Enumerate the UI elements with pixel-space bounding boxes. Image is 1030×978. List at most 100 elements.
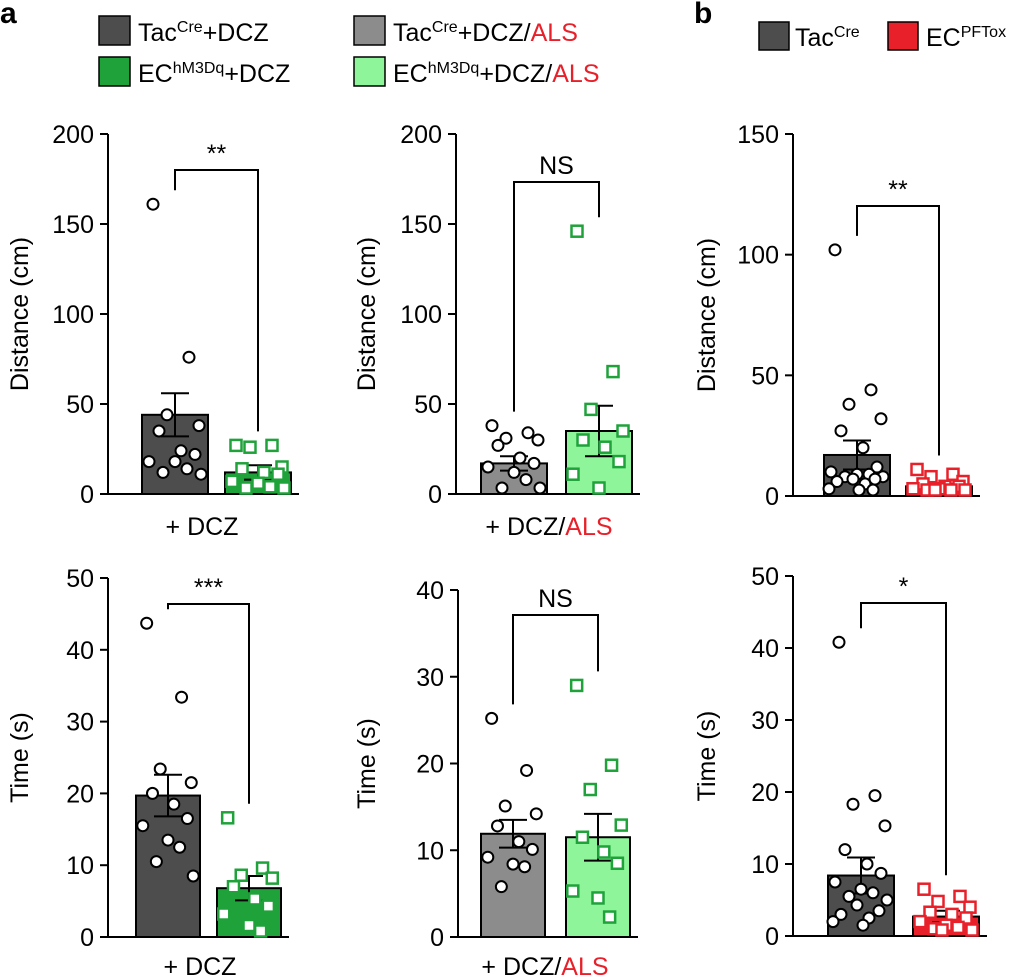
data-point (261, 899, 276, 913)
y-axis-label: Time (s) (6, 712, 34, 803)
data-point (161, 833, 175, 847)
data-point (874, 866, 888, 880)
legend-label-tac-dcz-als: TacCre+DCZ/ALS (393, 19, 578, 47)
y-tick-label: 0 (80, 924, 94, 952)
data-point (277, 481, 291, 495)
y-tick-label: 50 (751, 563, 779, 591)
chart-a_distance_dcz_als: 0 50 100 150 200 Distance (cm) NS + DCZ/ALS (353, 121, 640, 541)
data-point (152, 424, 166, 438)
y-axis-label: Distance (cm) (6, 237, 34, 391)
data-point (225, 474, 239, 489)
data-point (529, 807, 543, 821)
data-point (168, 455, 182, 469)
data-point (828, 243, 842, 257)
legend-b: TacCre ECPFTox (758, 21, 1006, 52)
y-tick-label: 10 (66, 852, 94, 880)
legend-label-ec-dcz-als: EChM3Dq+DCZ/ALS (393, 60, 600, 88)
data-point (142, 455, 156, 469)
data-point (860, 857, 874, 871)
y-tick-label: 0 (765, 923, 779, 951)
data-point (566, 467, 580, 481)
y-tick-label: 10 (416, 837, 444, 865)
y-tick-label: 0 (428, 481, 442, 509)
data-point (525, 842, 539, 856)
data-point (944, 483, 958, 497)
data-point (485, 419, 499, 433)
significance-label: ** (888, 176, 908, 204)
significance-bracket (856, 205, 940, 456)
chart-a_time_dcz: 0 10 20 30 40 50 Time (s) *** + DCZ (6, 565, 289, 978)
data-point (495, 481, 509, 495)
data-point (490, 819, 504, 833)
data-point (606, 364, 620, 379)
data-point (842, 889, 856, 903)
y-tick-label: 20 (416, 751, 444, 779)
data-point (265, 438, 279, 453)
y-tick-label: 0 (80, 481, 94, 509)
data-point (512, 835, 526, 849)
significance-label: ** (207, 140, 227, 168)
data-point (242, 918, 256, 933)
data-point (866, 886, 880, 900)
data-point (263, 480, 277, 494)
data-point (145, 786, 159, 800)
data-point (864, 383, 878, 397)
data-point (257, 465, 271, 480)
data-point (846, 472, 860, 486)
data-point (850, 898, 864, 912)
legend-swatch-ec-dcz (98, 56, 131, 87)
data-point (951, 920, 965, 935)
data-point (506, 857, 520, 871)
data-point (576, 433, 590, 447)
y-tick-label: 0 (765, 483, 779, 511)
legend-label-tac-dcz: TacCre+DCZ (138, 19, 269, 47)
data-point (248, 892, 262, 906)
x-axis-label: + DCZ/ALS (485, 513, 612, 541)
legend-label-ec-dcz: EChM3Dq+DCZ (138, 60, 290, 88)
data-point (592, 481, 606, 495)
legend-label-taccre: TacCre (795, 24, 860, 52)
y-tick-label: 50 (66, 565, 94, 593)
data-point (136, 819, 150, 833)
data-point (856, 441, 870, 455)
data-point (192, 419, 206, 433)
data-point (229, 438, 243, 453)
significance-label: *** (194, 574, 223, 602)
panel-label-b: b (694, 0, 712, 30)
legend-label-ecpftox: ECPFTox (926, 24, 1006, 52)
data-point (491, 438, 505, 452)
data-point (852, 483, 866, 497)
data-point (507, 465, 521, 479)
data-point (931, 894, 945, 909)
data-point (521, 426, 535, 440)
data-point (963, 900, 977, 914)
y-tick-label: 20 (751, 779, 779, 807)
data-point (255, 861, 270, 875)
y-tick-label: 40 (416, 577, 444, 605)
data-point (828, 875, 842, 889)
data-point (834, 907, 848, 921)
y-tick-label: 150 (52, 211, 94, 239)
y-tick-label: 20 (66, 780, 94, 808)
chart-b_time: 0 10 20 30 40 50 Time (s) * (693, 563, 987, 951)
data-point (234, 868, 248, 883)
legend-swatch-ec-dcz-als (353, 56, 386, 87)
y-tick-label: 40 (751, 635, 779, 663)
data-point (518, 860, 532, 874)
chart-b_distance: 0 50 100 150 Distance (cm) ** (693, 121, 980, 511)
legend-swatch-ecpftox (887, 21, 919, 51)
significance-bracket (167, 603, 250, 804)
data-point (917, 882, 931, 896)
data-point (498, 799, 512, 813)
data-point (226, 879, 241, 894)
y-tick-label: 30 (416, 664, 444, 692)
x-axis-label: + DCZ/ALS (481, 953, 608, 978)
legend-a: TacCre+DCZ TacCre+DCZ/ALS EChM3Dq+DCZ EC… (98, 15, 600, 88)
data-point (251, 476, 265, 490)
y-tick-label: 150 (737, 121, 779, 149)
data-point (140, 616, 154, 630)
y-tick-label: 200 (52, 121, 94, 149)
y-axis-label: Time (s) (693, 711, 721, 802)
y-tick-label: 10 (751, 851, 779, 879)
data-point (180, 462, 194, 476)
